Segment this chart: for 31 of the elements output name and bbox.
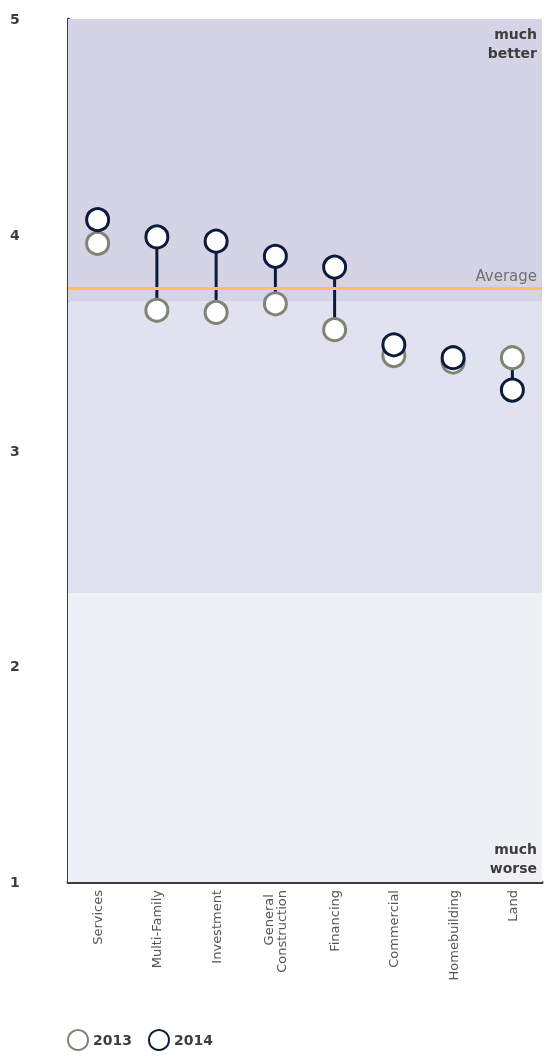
x-tick-label: Commercial [386,890,402,968]
y-tick-label: 3 [10,442,20,459]
point [144,297,170,323]
point [203,228,229,254]
x-tick-label: Services [90,889,106,945]
point [144,224,170,250]
point [322,317,348,343]
y-tick-label: 4 [10,226,20,243]
point [381,332,407,358]
point [85,230,111,256]
point [322,254,348,280]
x-tick-label: Multi-Family [149,889,165,969]
band-label: much better [487,25,538,61]
point [499,377,525,403]
legend-label: 2013 [93,1032,132,1048]
y-tick-label: 5 [10,11,20,27]
point [85,207,111,233]
ref-line-label: Average [475,267,537,286]
legend-label: 2014 [173,1032,214,1048]
x-tick-label: General Construction [261,890,290,973]
band-label: much worse [489,840,537,876]
point [262,243,288,269]
x-tick-label: Homebuilding [445,890,461,981]
x-tick-label: Financing [327,890,343,952]
y-tick-label: 1 [10,874,20,890]
point [262,291,288,317]
point [203,299,229,325]
x-tick-label: Land [504,890,520,922]
point [499,345,525,371]
y-tick-label: 2 [10,658,20,675]
x-tick-label: Investment [208,890,224,964]
